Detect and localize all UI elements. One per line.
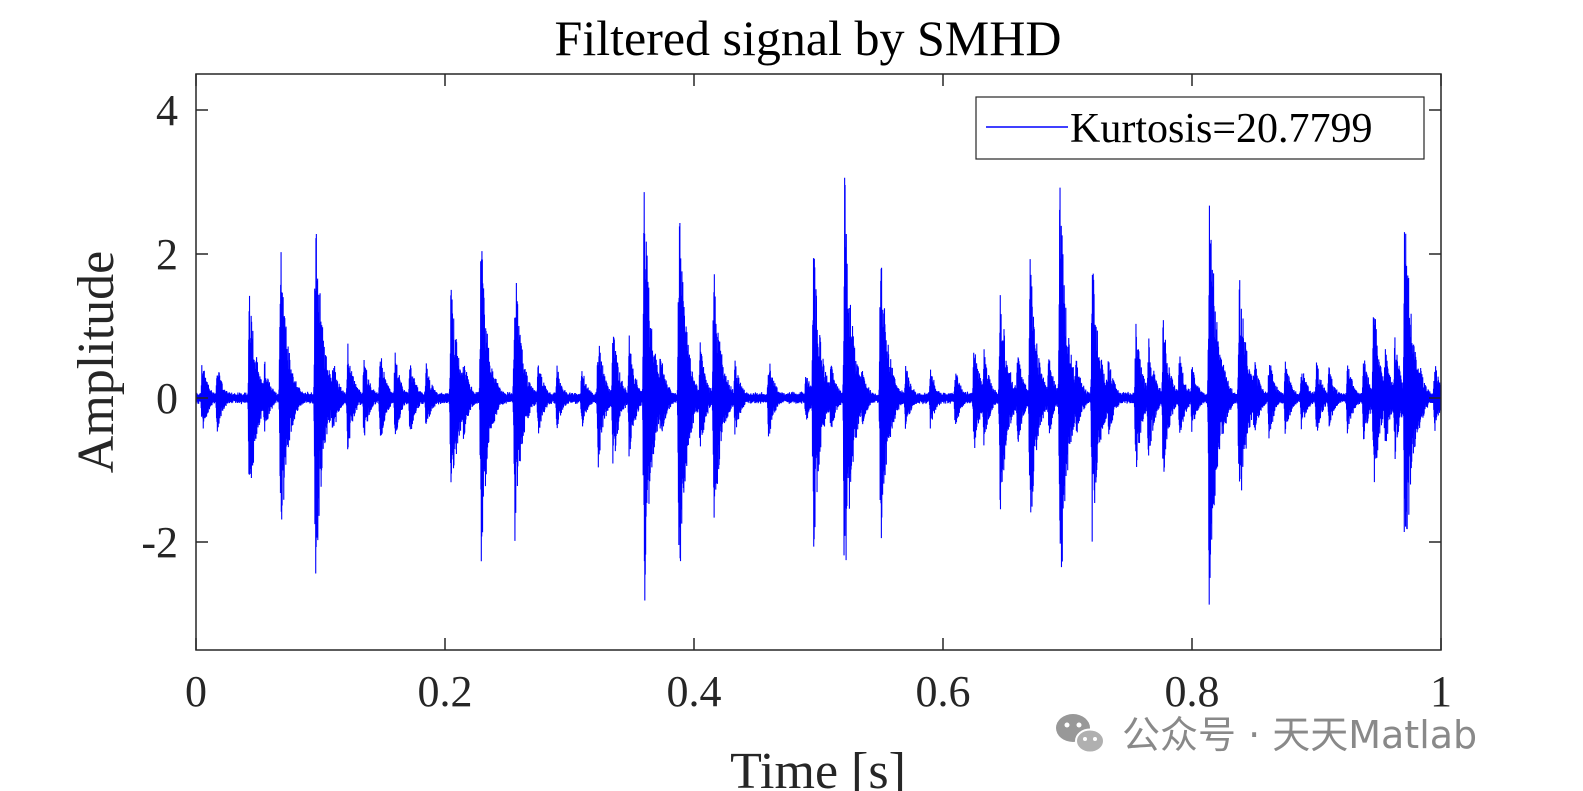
x-tick-label: 0.6 <box>916 667 971 716</box>
watermark-text: 公众号 · 天天Matlab <box>1122 713 1477 757</box>
y-tick-label: 4 <box>156 86 178 135</box>
y-tick-label: -2 <box>141 518 178 567</box>
legend-label: Kurtosis=20.7799 <box>1070 106 1373 152</box>
x-tick-label: 1 <box>1430 667 1452 716</box>
chart-title: Filtered signal by SMHD <box>555 10 1062 66</box>
y-tick-labels: -2 0 2 4 <box>141 86 178 567</box>
axis-ticks <box>195 74 1442 650</box>
x-tick-label: 0.8 <box>1165 667 1220 716</box>
axes-box <box>195 73 1442 651</box>
signal-line <box>196 177 1441 605</box>
x-tick-labels: 0 0.2 0.4 0.6 0.8 1 <box>185 667 1452 716</box>
watermark: 公众号 · 天天Matlab <box>1056 713 1477 757</box>
legend[interactable]: Kurtosis=20.7799 <box>975 96 1425 160</box>
wechat-icon <box>1056 714 1105 754</box>
legend-box <box>975 96 1425 160</box>
signal-series <box>196 177 1441 605</box>
x-axis-label: Time [s] <box>730 743 906 791</box>
y-tick-label: 2 <box>156 230 178 279</box>
x-tick-label: 0.4 <box>667 667 722 716</box>
y-tick-label: 0 <box>156 374 178 423</box>
x-tick-label: 0 <box>185 667 207 716</box>
x-tick-label: 0.2 <box>418 667 473 716</box>
y-axis-label: Amplitude <box>68 251 125 473</box>
